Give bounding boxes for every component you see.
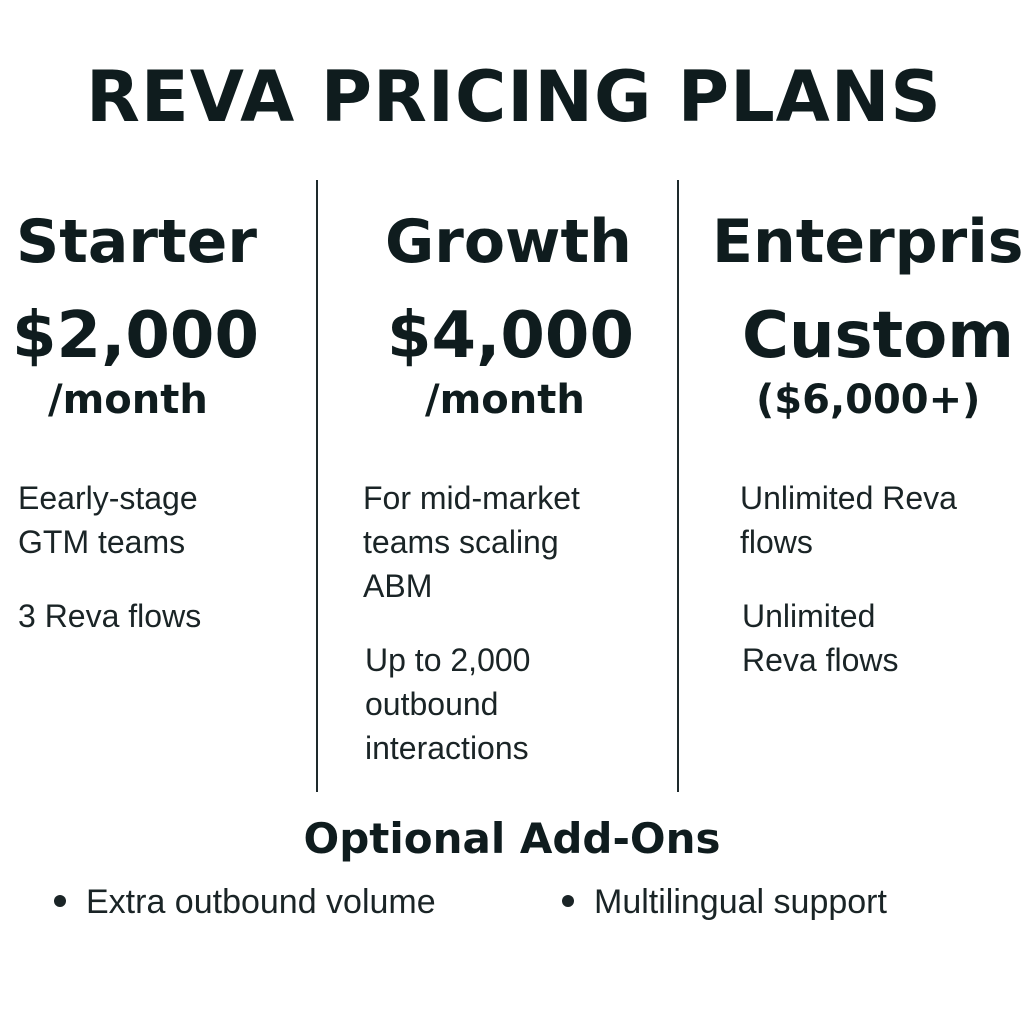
plan-card-enterprise: Enterprise Custom ($6,000+) Unlimited Re… <box>706 207 1024 678</box>
addon-label: Multilingual support <box>594 883 887 921</box>
plan-name: Starter <box>16 207 257 277</box>
addon-label: Extra outbound volume <box>86 883 436 921</box>
plan-card-growth: Growth $4,000 /month For mid-market team… <box>361 207 653 766</box>
plan-price-unit: /month <box>48 377 208 423</box>
column-divider <box>677 180 679 792</box>
plan-feature: Unlimited Reva flows <box>740 480 957 560</box>
plan-price: $2,000 <box>12 299 259 373</box>
plan-price-unit: ($6,000+) <box>756 377 981 423</box>
plan-name: Enterprise <box>712 207 1024 277</box>
bullet-icon <box>562 895 574 908</box>
column-divider <box>316 180 318 792</box>
addon-item: Multilingual support <box>562 880 887 924</box>
bullet-icon <box>54 895 66 908</box>
addons-title: Optional Add-Ons <box>303 814 721 863</box>
addon-item: Extra outbound volume <box>54 880 436 924</box>
plan-price: Custom <box>742 299 1014 373</box>
plan-price: $4,000 <box>387 299 634 373</box>
plan-feature: 3 Reva flows <box>18 598 202 634</box>
plan-feature: Unlimited Reva flows <box>742 598 899 678</box>
plan-feature: For mid-market teams scaling ABM <box>363 480 580 604</box>
page-title: REVA PRICING PLANS <box>86 56 942 138</box>
plan-feature: Up to 2,000 outbound interactions <box>365 642 531 766</box>
plan-feature: Eearly-stage GTM teams <box>18 480 198 560</box>
plan-price-unit: /month <box>425 377 585 423</box>
plan-card-starter: Starter $2,000 /month Eearly-stage GTM t… <box>0 207 259 634</box>
plan-name: Growth <box>385 207 632 277</box>
